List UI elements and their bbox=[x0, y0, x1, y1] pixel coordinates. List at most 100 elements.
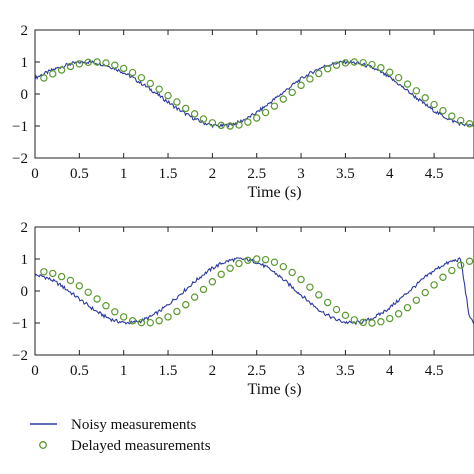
point-delayed bbox=[128, 68, 137, 77]
point-delayed bbox=[84, 288, 92, 296]
y-tick-label: 2 bbox=[21, 23, 29, 39]
point-delayed bbox=[119, 313, 128, 321]
point-delayed bbox=[226, 264, 234, 272]
point-delayed bbox=[439, 273, 447, 281]
legend-circle-swatch bbox=[39, 441, 47, 449]
point-delayed bbox=[465, 120, 474, 128]
point-delayed bbox=[137, 318, 146, 327]
point-delayed bbox=[448, 112, 456, 120]
x-tick-label: 1 bbox=[120, 166, 128, 182]
point-delayed bbox=[93, 58, 101, 66]
point-delayed bbox=[199, 285, 208, 294]
plot-bottom: 0 0.5 1 1.5 2 2.5 3 3.5 4 4.5 −2 −1 0 1 2 Time (s) bbox=[12, 220, 474, 398]
point-delayed bbox=[359, 318, 367, 327]
x-tick-label: 1.5 bbox=[159, 166, 178, 182]
plot-top: 0 0.5 1 1.5 2 2.5 3 3.5 4 4.5 −2 −1 0 1 2 Time (s) bbox=[12, 23, 474, 201]
y-tick-label: −1 bbox=[12, 316, 28, 332]
x-tick-label: 2 bbox=[209, 166, 217, 182]
point-delayed bbox=[315, 69, 323, 78]
point-delayed bbox=[377, 318, 385, 326]
point-delayed bbox=[84, 58, 92, 67]
point-delayed bbox=[137, 73, 146, 82]
series-line-noisy bbox=[34, 257, 474, 326]
y-tick-label: −2 bbox=[12, 348, 28, 364]
point-delayed bbox=[456, 261, 465, 269]
point-delayed bbox=[306, 75, 314, 83]
point-delayed bbox=[465, 257, 474, 265]
point-delayed bbox=[173, 98, 181, 106]
point-delayed bbox=[430, 281, 438, 289]
x-tick-label: 3.5 bbox=[336, 363, 355, 379]
point-delayed bbox=[430, 100, 438, 109]
point-delayed bbox=[244, 256, 252, 264]
x-tick-label: 3 bbox=[297, 166, 305, 182]
y-tick-label: 0 bbox=[21, 284, 29, 300]
point-delayed bbox=[40, 74, 48, 82]
point-delayed bbox=[261, 108, 270, 117]
x-tick-label: 0.5 bbox=[70, 166, 89, 182]
point-delayed bbox=[368, 319, 376, 327]
x-tick-label: 0 bbox=[31, 166, 39, 182]
point-delayed bbox=[412, 296, 421, 304]
x-tick-label: 3.5 bbox=[336, 166, 355, 182]
y-tick-label: 0 bbox=[21, 87, 29, 103]
point-delayed bbox=[66, 62, 75, 71]
point-delayed bbox=[40, 268, 48, 276]
point-delayed bbox=[279, 262, 288, 271]
point-delayed bbox=[306, 283, 314, 291]
point-delayed bbox=[279, 95, 288, 103]
point-delayed bbox=[377, 64, 385, 72]
point-delayed bbox=[128, 317, 137, 325]
y-tick-label: 1 bbox=[21, 55, 29, 71]
point-delayed bbox=[244, 118, 252, 126]
point-delayed bbox=[208, 119, 217, 127]
point-delayed bbox=[368, 60, 376, 69]
legend-label-delayed: Delayed measurements bbox=[71, 438, 211, 454]
x-tick-label: 4.5 bbox=[425, 166, 444, 182]
point-delayed bbox=[421, 288, 429, 297]
x-tick-label: 4 bbox=[386, 363, 394, 379]
point-delayed bbox=[217, 121, 225, 130]
x-tick-label: 2 bbox=[209, 363, 217, 379]
point-delayed bbox=[75, 282, 84, 290]
y-tick-label: 2 bbox=[21, 220, 29, 236]
point-delayed bbox=[394, 73, 403, 82]
point-delayed bbox=[341, 59, 350, 67]
y-tick-label: 1 bbox=[21, 252, 29, 268]
point-delayed bbox=[323, 65, 332, 73]
legend-label-noisy: Noisy measurements bbox=[71, 417, 197, 433]
point-delayed bbox=[146, 79, 154, 88]
point-delayed bbox=[217, 270, 225, 279]
x-tick-label: 2.5 bbox=[247, 166, 266, 182]
point-delayed bbox=[226, 122, 234, 130]
point-delayed bbox=[57, 66, 66, 74]
x-tick-label: 0 bbox=[31, 363, 39, 379]
x-tick-label: 4 bbox=[386, 166, 394, 182]
y-tick-label: −1 bbox=[12, 119, 28, 135]
point-delayed bbox=[403, 80, 412, 88]
point-delayed bbox=[456, 116, 465, 125]
point-delayed bbox=[253, 255, 261, 263]
point-delayed bbox=[155, 317, 163, 325]
point-delayed bbox=[448, 266, 456, 275]
point-delayed bbox=[332, 305, 341, 314]
x-axis-label: Time (s) bbox=[247, 381, 301, 398]
series-line-noisy bbox=[34, 58, 474, 129]
point-delayed bbox=[323, 298, 332, 307]
x-tick-label: 0.5 bbox=[70, 363, 89, 379]
point-delayed bbox=[270, 258, 279, 266]
point-delayed bbox=[439, 106, 447, 115]
point-delayed bbox=[164, 91, 172, 100]
point-delayed bbox=[386, 314, 394, 323]
point-delayed bbox=[49, 269, 57, 278]
point-delayed bbox=[182, 301, 190, 309]
point-delayed bbox=[350, 316, 358, 324]
point-delayed bbox=[146, 318, 154, 327]
point-delayed bbox=[341, 311, 350, 320]
point-delayed bbox=[102, 59, 110, 67]
x-tick-label: 1 bbox=[120, 363, 128, 379]
point-delayed bbox=[297, 275, 305, 284]
point-delayed bbox=[49, 70, 57, 78]
point-delayed bbox=[421, 94, 429, 102]
